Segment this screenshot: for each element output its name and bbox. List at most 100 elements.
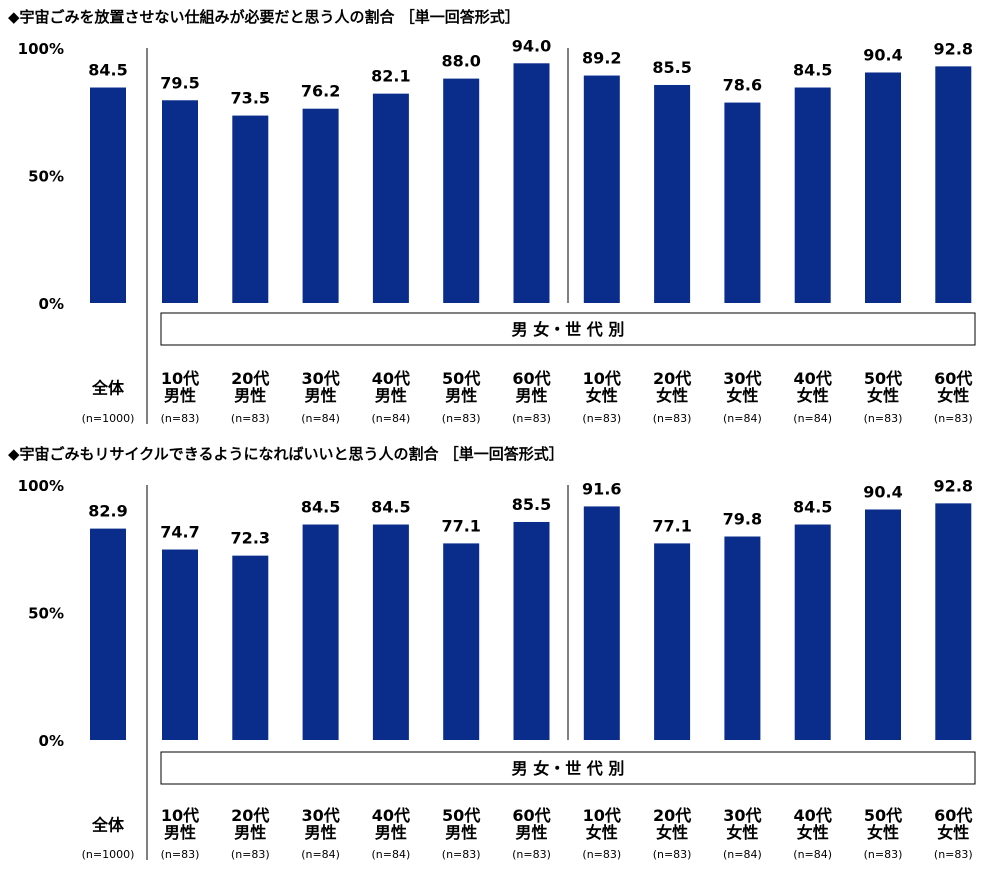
category-label-gender: 女性 (867, 823, 899, 842)
bar (513, 63, 550, 303)
category-label-gender: 男性 (164, 823, 196, 842)
data-label: 73.5 (231, 89, 270, 108)
y-tick-label: 100% (18, 40, 64, 58)
data-label: 84.5 (88, 61, 127, 80)
category-label-gender: 女性 (656, 823, 688, 842)
data-label: 82.9 (88, 502, 127, 521)
category-label-gender: 男性 (234, 386, 266, 405)
data-label: 84.5 (793, 61, 832, 80)
category-label-gender: 女性 (656, 386, 688, 405)
category-label-gender: 男性 (445, 823, 477, 842)
category-label-age: 40代 (794, 806, 832, 825)
bar (794, 524, 831, 740)
bar (443, 78, 480, 303)
data-label: 94.0 (512, 36, 551, 55)
data-label: 91.6 (582, 479, 621, 498)
bar (583, 506, 620, 740)
sample-size-label: (n=83) (864, 412, 903, 425)
category-label: 全体 (91, 816, 125, 835)
sample-size-label: (n=83) (161, 412, 200, 425)
category-label-age: 20代 (653, 806, 691, 825)
category-label-gender: 男性 (305, 823, 337, 842)
sample-size-label: (n=84) (723, 412, 762, 425)
sample-size-label: (n=1000) (82, 848, 135, 861)
category-label-age: 50代 (442, 369, 480, 388)
bar (443, 543, 480, 740)
group-label-box (160, 751, 976, 785)
y-tick-label: 0% (39, 295, 64, 313)
sample-size-label: (n=83) (442, 412, 481, 425)
bar (232, 555, 269, 740)
category-label-gender: 男性 (234, 823, 266, 842)
sample-size-label: (n=83) (934, 412, 973, 425)
data-label: 76.2 (301, 82, 340, 101)
category-label-gender: 女性 (797, 823, 829, 842)
sample-size-label: (n=84) (793, 412, 832, 425)
bar (935, 503, 972, 740)
y-tick-label: 0% (39, 732, 64, 750)
category-label-age: 10代 (583, 369, 621, 388)
data-label: 84.5 (371, 498, 410, 517)
sample-size-label: (n=83) (934, 848, 973, 861)
category-label-age: 10代 (161, 806, 199, 825)
data-label: 84.5 (793, 498, 832, 517)
data-label: 90.4 (863, 45, 902, 64)
category-label-gender: 男性 (445, 386, 477, 405)
group-label: 男 女・世 代 別 (512, 759, 625, 778)
data-label: 92.8 (934, 39, 973, 58)
category-label-age: 30代 (301, 806, 339, 825)
category-label-age: 50代 (442, 806, 480, 825)
bar (724, 102, 761, 303)
sample-size-label: (n=83) (864, 848, 903, 861)
category-label-gender: 女性 (867, 386, 899, 405)
category-label-gender: 女性 (586, 823, 618, 842)
category-label-gender: 男性 (375, 823, 407, 842)
sample-size-label: (n=84) (793, 848, 832, 861)
bar (302, 108, 339, 303)
sample-size-label: (n=83) (582, 412, 621, 425)
bar (935, 66, 972, 303)
sample-size-label: (n=83) (582, 848, 621, 861)
bar (513, 521, 550, 740)
sample-size-label: (n=83) (231, 412, 270, 425)
data-label: 89.2 (582, 49, 621, 68)
sample-size-label: (n=84) (301, 848, 340, 861)
bar (654, 543, 691, 740)
data-label: 88.0 (441, 52, 480, 71)
bar (372, 93, 409, 304)
category-label-age: 20代 (653, 369, 691, 388)
data-label: 82.1 (371, 67, 410, 86)
bar (865, 509, 901, 740)
category-label-gender: 男性 (305, 386, 337, 405)
category-label-age: 50代 (864, 369, 902, 388)
category-label-gender: 女性 (937, 386, 969, 405)
category-label-age: 30代 (723, 806, 761, 825)
category-label-age: 60代 (934, 806, 972, 825)
sample-size-label: (n=84) (301, 412, 340, 425)
data-label: 84.5 (301, 498, 340, 517)
bar (372, 524, 409, 740)
data-label: 85.5 (512, 495, 551, 514)
sample-size-label: (n=84) (372, 412, 411, 425)
category-label-age: 60代 (934, 369, 972, 388)
category-label-gender: 女性 (586, 386, 618, 405)
category-label-gender: 男性 (164, 386, 196, 405)
data-label: 79.5 (160, 73, 199, 92)
chart-title: ◆宇宙ごみもリサイクルできるようになればいいと思う人の割合 ［単一回答形式］ (8, 445, 564, 463)
sample-size-label: (n=83) (442, 848, 481, 861)
category-label-age: 20代 (231, 369, 269, 388)
category-label-age: 40代 (794, 369, 832, 388)
category-label-age: 20代 (231, 806, 269, 825)
data-label: 79.8 (723, 510, 762, 529)
y-tick-label: 50% (28, 605, 64, 623)
sample-size-label: (n=84) (723, 848, 762, 861)
category-label: 全体 (91, 379, 125, 398)
category-label-age: 50代 (864, 806, 902, 825)
category-label-gender: 女性 (937, 823, 969, 842)
category-label-age: 60代 (512, 369, 550, 388)
category-label-age: 40代 (372, 369, 410, 388)
bar (162, 100, 198, 304)
bar (654, 84, 691, 303)
bar (162, 549, 198, 740)
sample-size-label: (n=83) (161, 848, 200, 861)
